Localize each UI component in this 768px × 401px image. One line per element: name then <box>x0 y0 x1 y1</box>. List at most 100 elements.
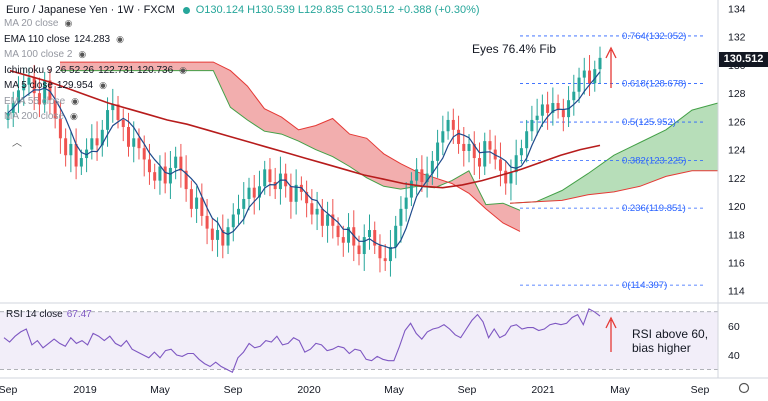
rsi-value: 67.47 <box>66 309 92 320</box>
visibility-eye-icon[interactable]: ◉ <box>71 95 80 106</box>
indicator-row[interactable]: EMA 110 close 124.283 ◉ <box>4 34 124 45</box>
time-tick-label: Sep <box>458 384 477 396</box>
candle-body <box>37 93 41 105</box>
indicator-label: MA 20 close <box>4 18 59 29</box>
candle-body <box>48 80 52 101</box>
indicator-row[interactable]: EMA 55 close ◉ <box>4 96 79 107</box>
candle-body <box>399 208 403 226</box>
candle-body <box>336 225 340 238</box>
candle-body <box>237 208 241 215</box>
candle-body <box>593 69 597 84</box>
market-status-icon <box>182 6 190 14</box>
visibility-eye-icon[interactable]: ◉ <box>70 111 78 121</box>
candle-body <box>221 230 225 246</box>
indicator-row[interactable]: MA 100 close 2 ◉ <box>4 49 86 60</box>
candle-body <box>247 187 251 199</box>
ichimoku-span-a-line <box>509 102 719 204</box>
candle-body <box>577 77 581 92</box>
candle-body <box>142 148 146 160</box>
indicator-label: MA 5 close <box>4 80 53 91</box>
candle-body <box>126 127 130 147</box>
rsi-note-line2: bias higher <box>632 341 691 355</box>
candle-body <box>462 143 466 151</box>
candle-body <box>216 230 220 240</box>
price-tick-label: 124 <box>728 145 746 157</box>
visibility-eye-icon[interactable]: ◉ <box>116 33 124 44</box>
candle-body <box>64 138 68 156</box>
indicator-value: 122.731 120.736 <box>98 64 174 76</box>
candle-body <box>69 143 73 156</box>
fib-target-annotation: Eyes 76.4% Fib <box>472 42 557 56</box>
ichimoku-span-a-line <box>60 70 521 211</box>
candle-body <box>598 57 602 70</box>
time-tick-label: May <box>150 384 171 396</box>
candle-body <box>373 230 377 246</box>
indicator-label: MA 200 close <box>4 111 65 122</box>
candle-body <box>116 104 120 120</box>
chart-header: Euro / Japanese Yen · 1W · FXCM O130.124… <box>6 4 480 16</box>
visibility-eye-icon[interactable]: ◉ <box>99 80 107 90</box>
candle-body <box>441 131 445 143</box>
candle-body <box>320 208 324 226</box>
candle-body <box>32 77 36 94</box>
indicator-label: MA 100 close 2 <box>4 49 73 60</box>
time-tick-label: Sep <box>691 384 710 396</box>
rsi-line <box>3 308 601 373</box>
candle-body <box>509 172 513 184</box>
rsi-tick-label: 40 <box>728 350 740 362</box>
candle-body <box>446 119 450 132</box>
visibility-eye-icon[interactable]: ◉ <box>179 64 187 75</box>
candle-body <box>556 103 560 111</box>
candle-body <box>519 148 523 156</box>
indicator-row[interactable]: MA 200 close ◉ <box>4 111 78 122</box>
time-tick-label: 2019 <box>73 384 97 396</box>
collapse-legend-icon[interactable]: ︿ <box>12 138 22 149</box>
candle-body <box>540 104 544 116</box>
candle-body <box>367 230 371 238</box>
candle-body <box>174 156 178 168</box>
visibility-eye-icon[interactable]: ◉ <box>78 49 87 59</box>
candle-body <box>121 119 125 128</box>
rsi-pane <box>0 308 718 373</box>
indicator-row[interactable]: MA 20 close ◉ <box>4 18 72 29</box>
candle-body <box>530 119 534 132</box>
indicator-row[interactable]: MA 5 close 129.954 ◉ <box>4 80 107 91</box>
fib-level-label: 0.382(123.225) <box>622 156 686 167</box>
candle-body <box>106 110 110 130</box>
visibility-eye-icon[interactable]: ◉ <box>64 18 73 28</box>
time-tick-label: 2020 <box>297 384 321 396</box>
candle-body <box>546 104 550 113</box>
candle-body <box>132 138 136 147</box>
price-tick-label: 118 <box>728 229 745 241</box>
rsi-note: RSI above 60, bias higher <box>632 327 708 355</box>
candle-body <box>347 227 351 243</box>
price-tick-label: 122 <box>728 173 746 185</box>
time-tick-label: Sep <box>224 384 243 396</box>
candle-body <box>79 158 83 167</box>
time-tick-label: May <box>384 384 405 396</box>
last-price-badge: 130.512 <box>719 52 768 67</box>
fib-level-label: 0(114.397) <box>622 280 667 291</box>
candle-body <box>572 91 576 101</box>
indicator-row[interactable]: Ichimoku 9 26 52 26 122.731 120.736 ◉ <box>4 65 187 76</box>
candle-body <box>341 237 345 243</box>
candle-body <box>404 197 408 209</box>
candle-body <box>268 169 272 183</box>
candle-body <box>90 138 94 150</box>
candle-body <box>488 141 492 150</box>
candle-body <box>153 172 157 181</box>
candle-body <box>257 186 261 198</box>
candle-body <box>504 170 508 184</box>
candle-body <box>168 167 172 184</box>
candle-body <box>436 142 440 161</box>
candle-body <box>472 143 476 159</box>
indicator-value: 124.283 <box>73 33 111 45</box>
rsi-tick-label: 60 <box>728 321 740 333</box>
candle-body <box>383 258 387 262</box>
candle-body <box>294 184 298 202</box>
candle-body <box>226 227 230 246</box>
candle-body <box>184 170 188 190</box>
candle-body <box>273 182 277 190</box>
symbol-title: Euro / Japanese Yen · 1W · FXCM <box>6 4 175 16</box>
